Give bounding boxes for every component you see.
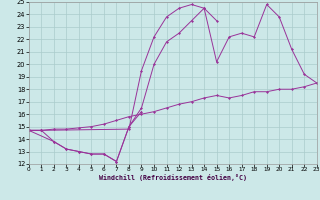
X-axis label: Windchill (Refroidissement éolien,°C): Windchill (Refroidissement éolien,°C)	[99, 174, 247, 181]
